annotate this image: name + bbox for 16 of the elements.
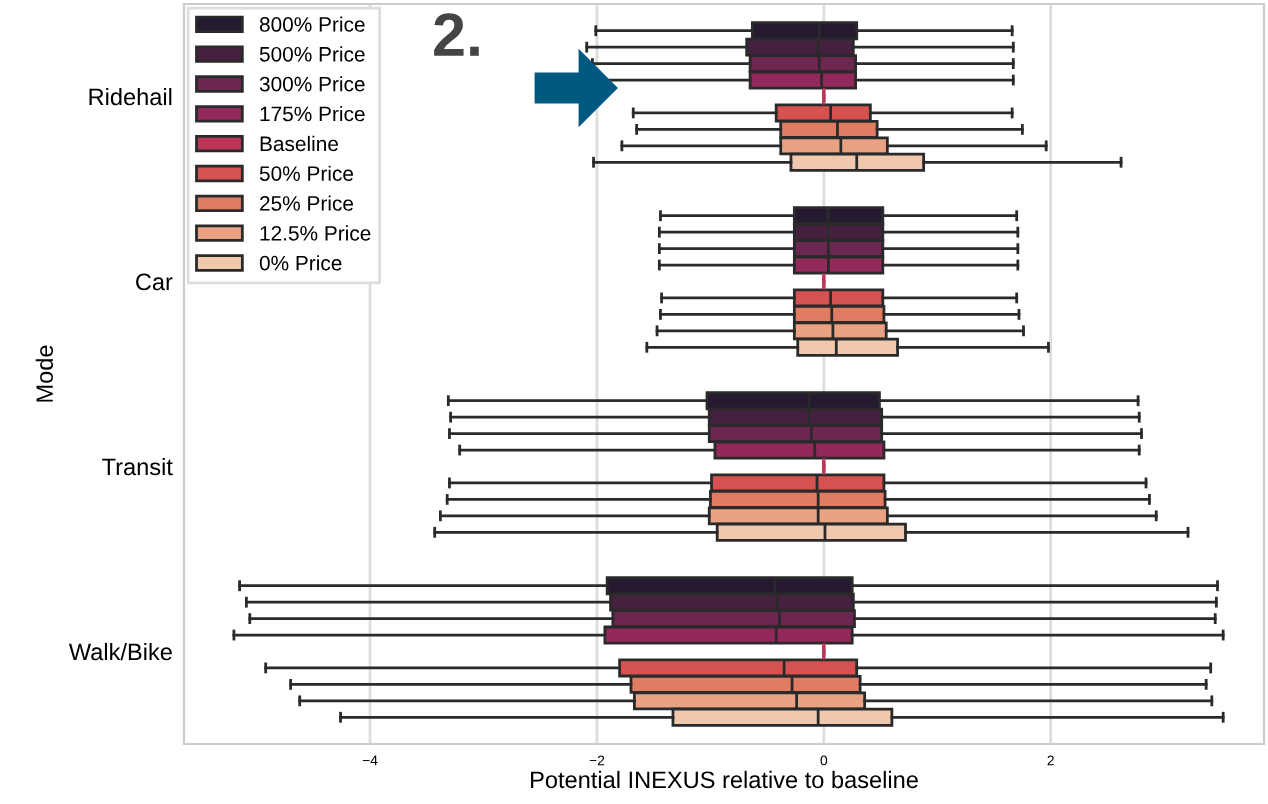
legend-label: 12.5% Price [260, 225, 371, 241]
y-tick-label: Walk/Bike [68, 642, 172, 661]
annotation: 2. [434, 13, 479, 56]
legend-label: Baseline [260, 135, 338, 152]
y-tick-label: Transit [102, 457, 173, 476]
legend-label: 500% Price [259, 46, 365, 62]
legend-label: 50% Price [259, 165, 354, 181]
legend-label: 0% Price [259, 255, 342, 271]
y-axis-title: Mode [35, 345, 54, 402]
x-axis-title: Potential INEXUS relative to baseline [531, 770, 918, 789]
legend-label: 25% Price [260, 195, 354, 211]
legend-label: 800% Price [259, 16, 365, 32]
y-tick-label: Car [136, 273, 173, 291]
legend-label: 175% Price [260, 106, 365, 122]
y-tick-label: Ridehail [89, 87, 172, 106]
legend-label: 300% Price [259, 76, 365, 92]
